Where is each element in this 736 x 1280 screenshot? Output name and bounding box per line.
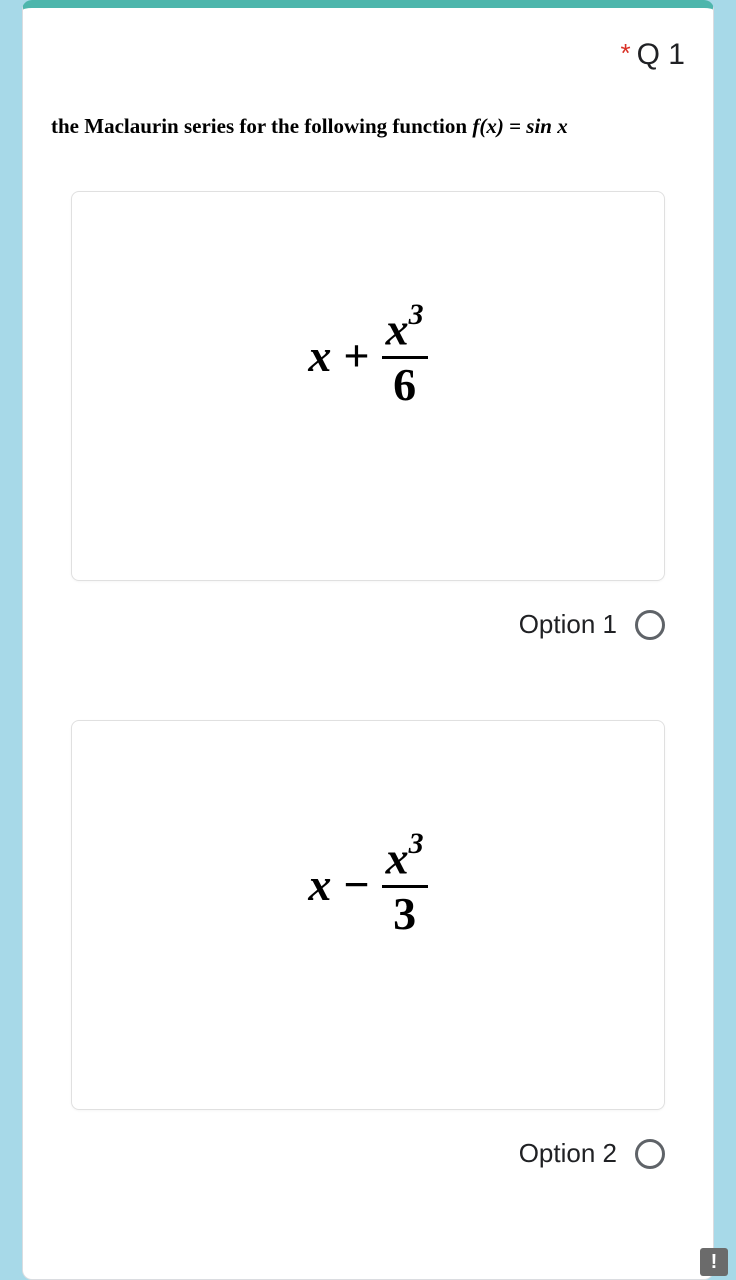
fraction-numerator: x3 (382, 832, 428, 883)
option-1-box: x + x3 6 (71, 191, 665, 581)
prompt-function: f(x) = sin x (472, 114, 567, 138)
formula-lead-var: x (308, 333, 331, 379)
option-1-row[interactable]: Option 1 (51, 601, 685, 640)
question-prompt: the Maclaurin series for the following f… (51, 112, 685, 141)
formula-lead-var: x (308, 862, 331, 908)
option-2-radio[interactable] (635, 1139, 665, 1169)
required-asterisk: * (621, 38, 631, 69)
question-number: Q 1 (637, 38, 685, 72)
prompt-text: the Maclaurin series for the following f… (51, 114, 472, 138)
option-2-row[interactable]: Option 2 (51, 1130, 685, 1169)
formula-operator: + (343, 333, 369, 379)
question-header: * Q 1 (51, 8, 685, 112)
question-card: * Q 1 the Maclaurin series for the follo… (22, 0, 714, 1280)
option-1-label: Option 1 (519, 609, 617, 640)
fraction-numerator: x3 (382, 303, 428, 354)
option-2-box: x − x3 3 (71, 720, 665, 1110)
fraction-denominator: 3 (389, 890, 420, 938)
formula-fraction: x3 3 (382, 832, 428, 938)
option-1-formula: x + x3 6 (308, 303, 427, 409)
option-1-radio[interactable] (635, 610, 665, 640)
formula-operator: − (343, 862, 369, 908)
alert-icon[interactable]: ! (700, 1248, 728, 1276)
option-2-formula: x − x3 3 (308, 832, 427, 938)
formula-fraction: x3 6 (382, 303, 428, 409)
option-2-label: Option 2 (519, 1138, 617, 1169)
fraction-denominator: 6 (389, 361, 420, 409)
